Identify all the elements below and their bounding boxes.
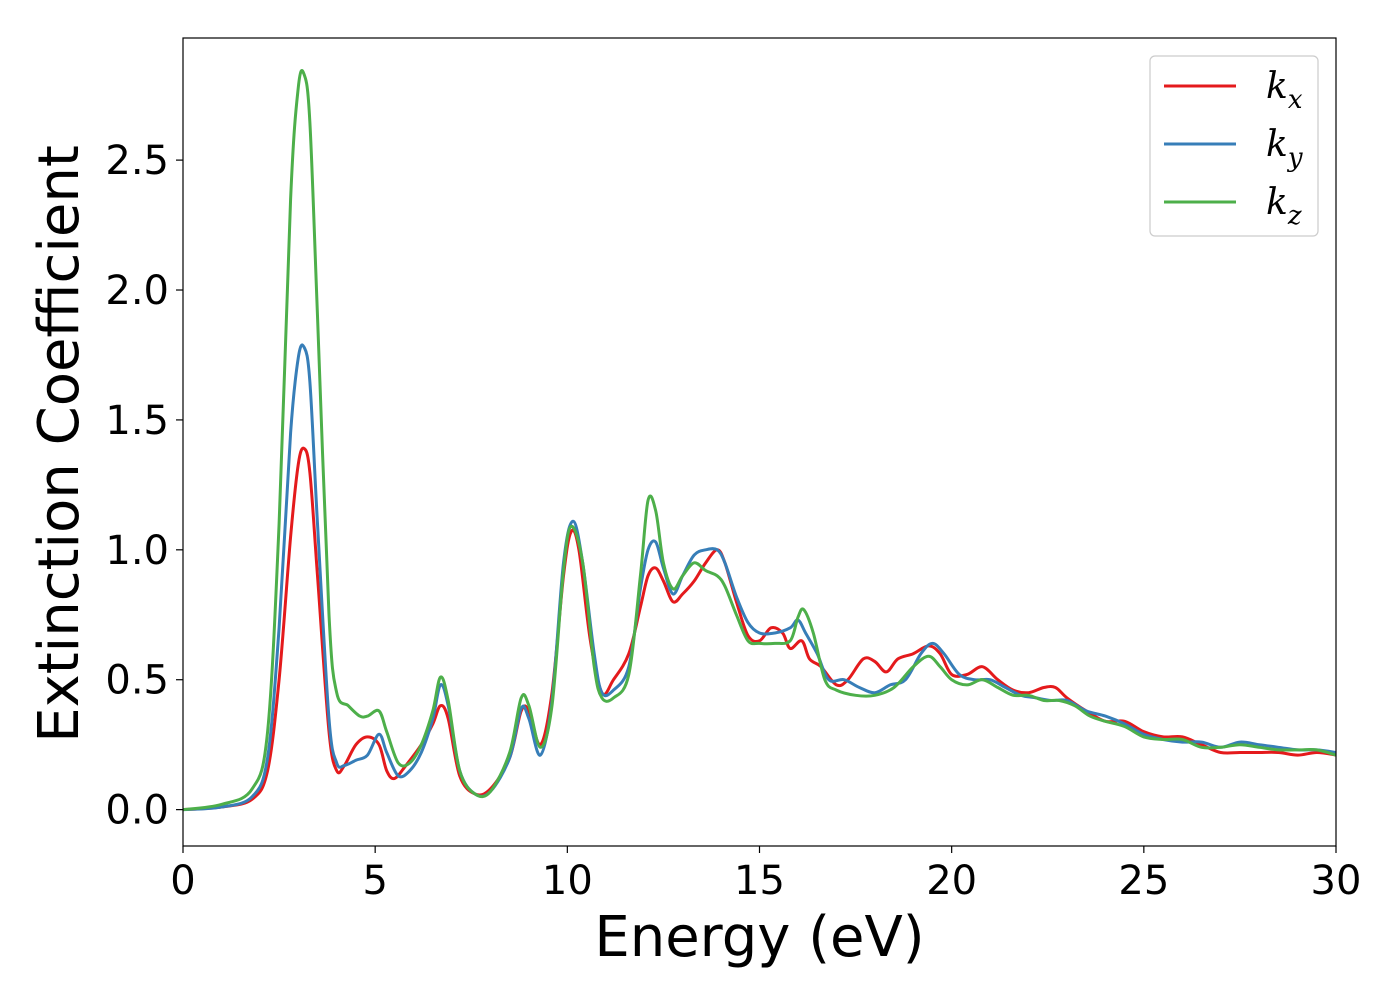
series-layer xyxy=(183,69,1336,812)
series-line-k-x xyxy=(183,446,1336,812)
legend-label-x: kx xyxy=(1266,66,1303,115)
x-tick-label: 5 xyxy=(362,858,387,904)
y-tick-label: 1.0 xyxy=(105,528,169,574)
legend-label-z: kz xyxy=(1266,182,1302,231)
x-tick-label: 30 xyxy=(1311,858,1362,904)
x-tick-label: 10 xyxy=(542,858,593,904)
x-tick-label: 25 xyxy=(1118,858,1169,904)
x-tick-label: 20 xyxy=(926,858,977,904)
y-tick-label: 1.5 xyxy=(105,398,169,444)
y-axis-title: Extinction Coefficient xyxy=(27,145,92,743)
y-tick-label: 2.0 xyxy=(105,268,169,314)
legend: kx ky kz xyxy=(1149,55,1319,237)
y-tick-label: 0.0 xyxy=(105,788,169,834)
x-tick-label: 15 xyxy=(734,858,785,904)
series-line-k-z xyxy=(183,69,1336,812)
x-tick-label: 0 xyxy=(170,858,195,904)
y-tick-label: 0.5 xyxy=(105,658,169,704)
x-axis: 0 5 10 15 20 25 30 xyxy=(170,846,1361,904)
y-axis: 0.0 0.5 1.0 1.5 2.0 2.5 xyxy=(105,138,183,834)
y-tick-label: 2.5 xyxy=(105,138,169,184)
legend-label-y: ky xyxy=(1266,124,1303,173)
x-axis-title: Energy (eV) xyxy=(594,905,924,970)
legend-box xyxy=(1149,55,1319,237)
